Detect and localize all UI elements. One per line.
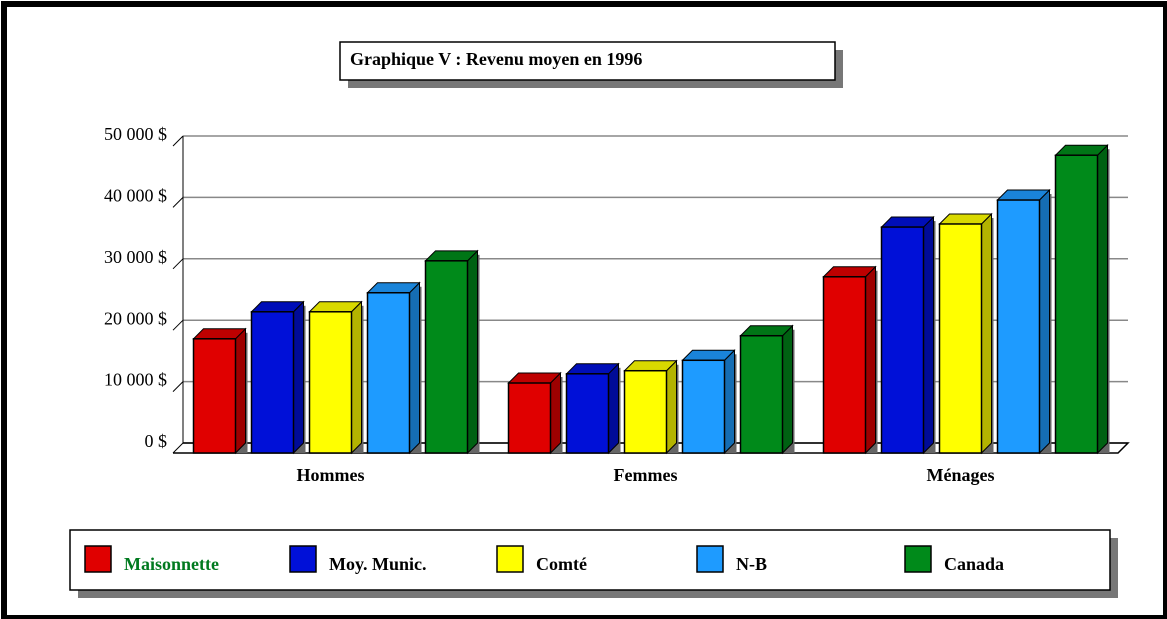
x-tick-label: Ménages	[927, 465, 995, 485]
y-tick-label: 30 000 $	[104, 247, 167, 267]
bar-side	[1039, 188, 1050, 455]
bar	[739, 334, 784, 454]
legend-swatch	[496, 545, 524, 573]
bar-side	[923, 215, 934, 455]
bar-top	[250, 301, 305, 313]
tick-mark	[172, 135, 184, 147]
bar	[822, 276, 867, 454]
bar-top	[565, 363, 620, 375]
legend-swatch	[84, 545, 112, 573]
legend-box	[69, 529, 1111, 591]
legend-label: Canada	[944, 554, 1004, 574]
bar-side	[467, 249, 478, 455]
bar-top	[623, 360, 678, 372]
tick-mark	[172, 319, 184, 331]
x-tick-label: Hommes	[297, 465, 365, 485]
bar-top	[308, 301, 363, 313]
legend-label: Maisonnette	[124, 554, 219, 574]
bar	[623, 369, 668, 454]
title-box	[339, 41, 836, 81]
bar-top	[366, 282, 421, 294]
bar	[250, 311, 295, 454]
bar-side	[865, 265, 876, 455]
bar-side	[724, 349, 735, 455]
y-tick-label: 0 $	[145, 431, 168, 451]
y-tick-label: 40 000 $	[104, 186, 167, 206]
bar-top	[938, 213, 993, 225]
bar	[366, 291, 411, 454]
x-tick-label: Femmes	[614, 465, 678, 485]
bar-top	[996, 189, 1051, 201]
y-tick-label: 50 000 $	[104, 124, 167, 144]
bar-top	[424, 250, 479, 262]
bar	[1054, 154, 1099, 454]
tick-mark	[172, 381, 184, 392]
bar-top	[1054, 144, 1109, 156]
bar	[565, 373, 610, 454]
bar	[880, 226, 925, 454]
y-tick-label: 10 000 $	[104, 370, 167, 390]
bar	[996, 199, 1041, 454]
bar-top	[880, 216, 935, 228]
bar-side	[782, 324, 793, 455]
legend-swatch	[696, 545, 724, 573]
bar	[424, 260, 469, 454]
bar-side	[351, 300, 362, 455]
bar-top	[681, 349, 736, 361]
bar-side	[409, 281, 420, 455]
chart-title: Graphique V : Revenu moyen en 1996	[350, 49, 642, 69]
bar-top	[192, 328, 247, 340]
bar	[308, 311, 353, 454]
bar	[192, 338, 237, 454]
bar	[507, 382, 552, 454]
bar-side	[293, 300, 304, 455]
tick-mark	[172, 258, 184, 270]
bar-side	[550, 371, 561, 455]
bar-top	[822, 266, 877, 278]
tick-mark	[172, 197, 184, 208]
bar-top	[507, 372, 562, 384]
legend-swatch	[289, 545, 317, 573]
bar	[938, 223, 983, 454]
legend-label: Moy. Munic.	[329, 554, 427, 574]
legend-swatch	[904, 545, 932, 573]
legend-label: Comté	[536, 554, 587, 574]
bar-side	[666, 359, 677, 455]
bar-side	[608, 362, 619, 455]
bar-side	[235, 327, 246, 455]
y-tick-label: 20 000 $	[104, 308, 167, 328]
bar	[681, 359, 726, 454]
bar-top	[739, 325, 794, 337]
legend-label: N-B	[736, 554, 767, 574]
bar-side	[1097, 144, 1108, 455]
tick-mark	[172, 442, 184, 454]
bar-side	[981, 212, 992, 455]
